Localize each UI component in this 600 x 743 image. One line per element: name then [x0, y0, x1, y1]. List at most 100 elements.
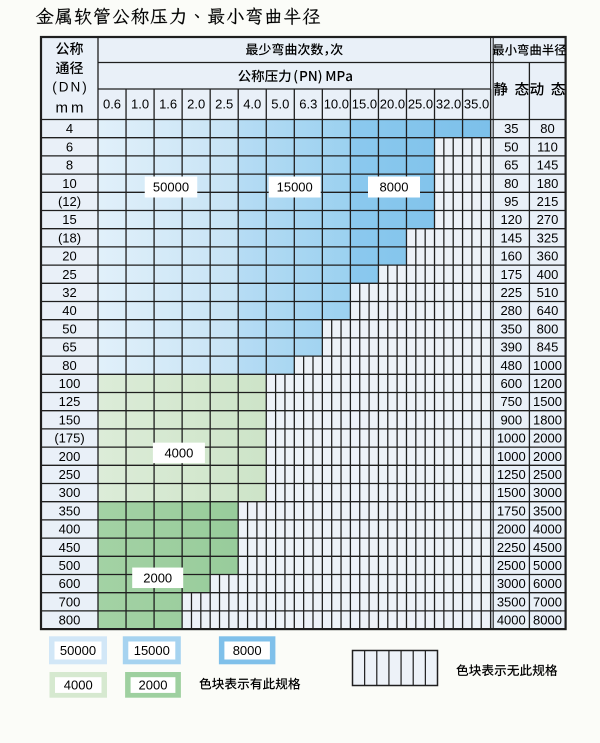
- svg-text:2250: 2250: [497, 540, 526, 555]
- svg-text:3500: 3500: [497, 594, 526, 609]
- svg-text:4000: 4000: [497, 613, 526, 628]
- svg-text:800: 800: [59, 613, 81, 628]
- svg-text:4000: 4000: [533, 522, 562, 537]
- svg-text:32: 32: [62, 285, 76, 300]
- svg-text:510: 510: [537, 285, 559, 300]
- svg-text:1500: 1500: [533, 394, 562, 409]
- svg-text:15: 15: [62, 212, 76, 227]
- svg-text:145: 145: [537, 158, 559, 173]
- svg-text:360: 360: [537, 249, 559, 264]
- svg-text:6000: 6000: [533, 576, 562, 591]
- svg-text:1.6: 1.6: [159, 97, 177, 112]
- svg-text:270: 270: [537, 212, 559, 227]
- svg-text:50: 50: [504, 139, 518, 154]
- svg-text:(12): (12): [58, 194, 81, 209]
- svg-text:(175): (175): [54, 431, 84, 446]
- svg-text:80: 80: [540, 121, 554, 136]
- svg-text:32.0: 32.0: [436, 97, 461, 112]
- svg-text:6: 6: [66, 139, 73, 154]
- svg-text:35.0: 35.0: [464, 97, 489, 112]
- svg-text:280: 280: [500, 303, 522, 318]
- svg-text:145: 145: [500, 230, 522, 245]
- svg-text:10.0: 10.0: [324, 97, 349, 112]
- svg-text:2500: 2500: [533, 467, 562, 482]
- svg-text:4.0: 4.0: [243, 97, 261, 112]
- svg-text:5.0: 5.0: [271, 97, 289, 112]
- svg-text:250: 250: [59, 467, 81, 482]
- svg-text:15000: 15000: [134, 643, 170, 658]
- svg-text:95: 95: [504, 194, 518, 209]
- svg-text:40: 40: [62, 303, 76, 318]
- svg-text:65: 65: [62, 340, 76, 355]
- svg-text:(DN): (DN): [52, 79, 89, 94]
- svg-text:900: 900: [500, 412, 522, 427]
- svg-text:65: 65: [504, 158, 518, 173]
- svg-text:20.0: 20.0: [380, 97, 405, 112]
- svg-text:120: 120: [500, 212, 522, 227]
- svg-text:10: 10: [62, 176, 76, 191]
- svg-text:50000: 50000: [60, 643, 96, 658]
- svg-text:8000: 8000: [233, 643, 262, 658]
- svg-text:1000: 1000: [533, 358, 562, 373]
- svg-text:6.3: 6.3: [299, 97, 317, 112]
- svg-text:4: 4: [66, 121, 73, 136]
- svg-text:15.0: 15.0: [352, 97, 377, 112]
- svg-text:80: 80: [504, 176, 518, 191]
- svg-text:1500: 1500: [497, 485, 526, 500]
- svg-text:20: 20: [62, 249, 76, 264]
- svg-text:480: 480: [500, 358, 522, 373]
- svg-text:2.0: 2.0: [187, 97, 205, 112]
- svg-text:600: 600: [59, 576, 81, 591]
- svg-text:4500: 4500: [533, 540, 562, 555]
- svg-text:25.0: 25.0: [408, 97, 433, 112]
- svg-text:1800: 1800: [533, 412, 562, 427]
- svg-text:150: 150: [59, 412, 81, 427]
- svg-text:2000: 2000: [139, 678, 168, 693]
- svg-text:1250: 1250: [497, 467, 526, 482]
- svg-text:1200: 1200: [533, 376, 562, 391]
- svg-text:7000: 7000: [533, 594, 562, 609]
- svg-text:15000: 15000: [277, 180, 313, 195]
- svg-text:125: 125: [59, 394, 81, 409]
- svg-text:2.5: 2.5: [215, 97, 233, 112]
- svg-text:325: 325: [537, 230, 559, 245]
- svg-text:mm: mm: [56, 99, 87, 116]
- svg-text:5000: 5000: [533, 558, 562, 573]
- svg-text:2500: 2500: [497, 558, 526, 573]
- svg-text:3000: 3000: [497, 576, 526, 591]
- svg-text:8: 8: [66, 158, 73, 173]
- svg-text:500: 500: [59, 558, 81, 573]
- svg-text:200: 200: [59, 449, 81, 464]
- svg-text:700: 700: [59, 594, 81, 609]
- svg-text:4000: 4000: [164, 446, 193, 461]
- svg-text:215: 215: [537, 194, 559, 209]
- svg-text:390: 390: [500, 340, 522, 355]
- svg-text:8000: 8000: [380, 180, 409, 195]
- svg-text:(18): (18): [58, 230, 81, 245]
- svg-text:400: 400: [537, 267, 559, 282]
- svg-text:1000: 1000: [497, 449, 526, 464]
- svg-text:2000: 2000: [143, 570, 172, 585]
- svg-text:25: 25: [62, 267, 76, 282]
- svg-text:180: 180: [537, 176, 559, 191]
- svg-text:8000: 8000: [533, 613, 562, 628]
- svg-text:110: 110: [537, 139, 558, 154]
- svg-text:2000: 2000: [497, 522, 526, 537]
- svg-text:350: 350: [59, 503, 81, 518]
- svg-text:1.0: 1.0: [131, 97, 149, 112]
- svg-text:1750: 1750: [497, 503, 526, 518]
- svg-text:3500: 3500: [533, 503, 562, 518]
- svg-text:50: 50: [62, 321, 76, 336]
- svg-text:35: 35: [504, 121, 518, 136]
- svg-text:1000: 1000: [497, 431, 526, 446]
- svg-text:600: 600: [500, 376, 522, 391]
- svg-text:300: 300: [59, 485, 81, 500]
- svg-text:640: 640: [537, 303, 559, 318]
- svg-text:2000: 2000: [533, 449, 562, 464]
- svg-text:4000: 4000: [64, 678, 93, 693]
- svg-text:175: 175: [500, 267, 522, 282]
- svg-text:0.6: 0.6: [103, 97, 121, 112]
- svg-text:800: 800: [537, 321, 559, 336]
- svg-text:450: 450: [59, 540, 81, 555]
- svg-text:160: 160: [500, 249, 522, 264]
